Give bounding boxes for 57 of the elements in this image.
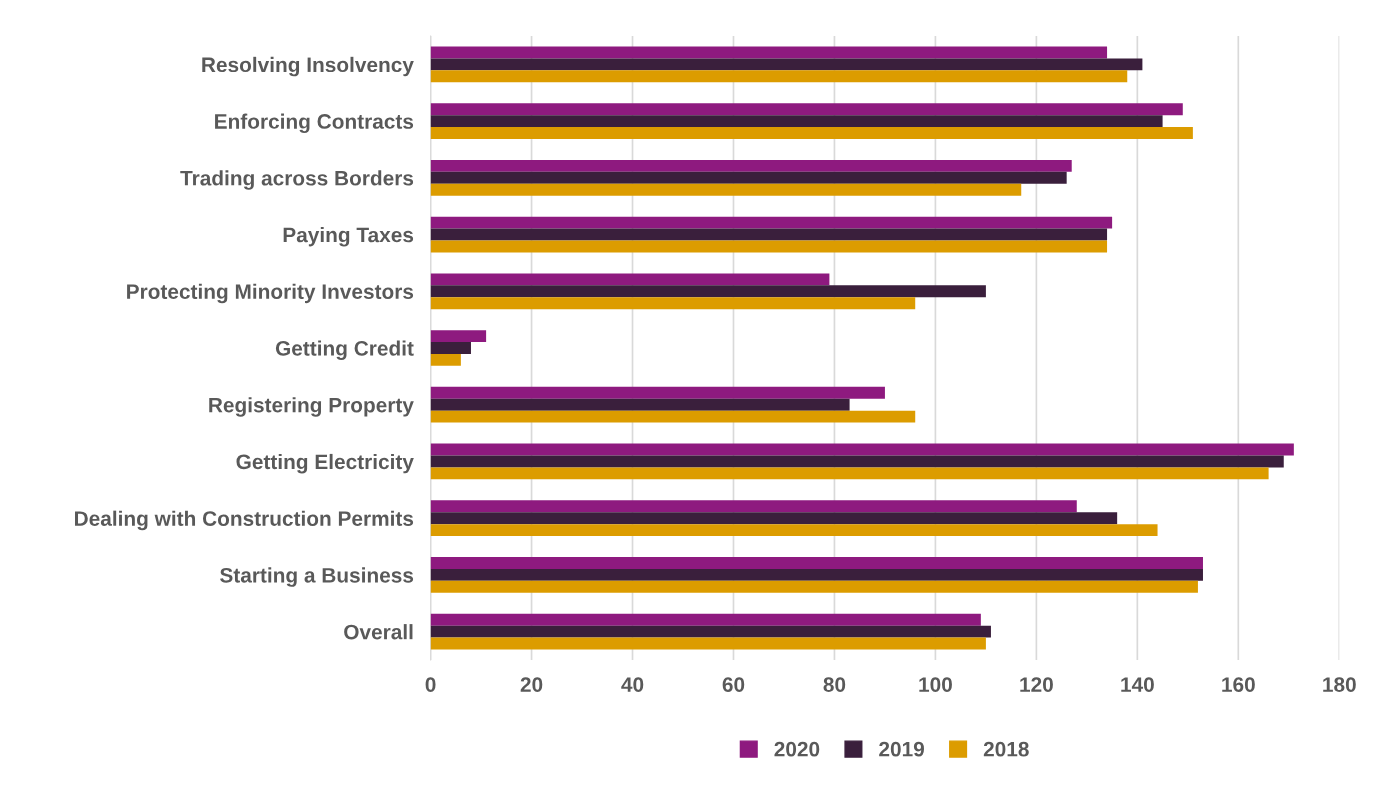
legend-label: 2018 (983, 741, 1029, 757)
x-tick-label: 20 (520, 677, 543, 692)
x-tick-label: 0 (425, 677, 436, 692)
y-tick-label: Paying Taxes (283, 227, 414, 247)
legend-label: 2020 (774, 741, 820, 757)
y-tick-label: Enforcing Contracts (215, 113, 414, 134)
y-tick-label: Starting a Business (220, 567, 414, 587)
bar (430, 467, 1269, 480)
bar (430, 127, 1193, 139)
x-tick-label: 100 (919, 677, 952, 692)
bar (430, 568, 1203, 581)
bar (430, 273, 830, 286)
bar (430, 398, 850, 411)
bar (430, 46, 1108, 59)
bar (430, 455, 1284, 468)
bar (430, 512, 1118, 525)
bar (430, 637, 986, 650)
y-tick-label: Resolving Insolvency (202, 56, 414, 77)
bar (430, 625, 991, 638)
x-tick-label: 60 (722, 677, 745, 692)
y-tick-label: Getting Credit (275, 340, 414, 360)
y-tick-label: Registering Property (209, 397, 414, 417)
y-tick-label: Getting Electricity (236, 453, 414, 474)
y-tick-label: Dealing with Construction Permits (75, 510, 414, 531)
x-tick-label: 180 (1323, 677, 1356, 692)
bar (430, 171, 1067, 184)
bar (430, 443, 1294, 456)
bar (430, 159, 1072, 172)
x-tick-label: 120 (1020, 677, 1053, 692)
bar (430, 297, 916, 310)
bar (430, 58, 1143, 71)
bar (430, 410, 916, 423)
bar (430, 103, 1183, 116)
bar (430, 285, 986, 298)
x-tick-label: 140 (1121, 677, 1154, 692)
bar (430, 183, 1022, 196)
x-tick-label: 160 (1222, 677, 1255, 692)
bar (430, 115, 1163, 128)
bar (430, 613, 981, 626)
bar (430, 70, 1128, 83)
bar (430, 330, 487, 343)
y-tick-label: Protecting Minority Investors (127, 283, 414, 304)
bar (430, 557, 1203, 569)
bar (430, 342, 471, 354)
y-tick-label: Overall (344, 624, 413, 640)
bar (430, 240, 1108, 253)
bar (430, 580, 1198, 593)
legend-label: 2019 (879, 741, 924, 757)
bar (430, 386, 885, 399)
bar (430, 216, 1113, 229)
bar (430, 228, 1108, 241)
bar (430, 500, 1077, 513)
x-tick-label: 80 (823, 677, 846, 692)
bar (430, 353, 461, 366)
y-tick-label: Trading across Borders (180, 170, 414, 190)
x-tick-label: 40 (621, 677, 644, 692)
bar (430, 524, 1158, 537)
